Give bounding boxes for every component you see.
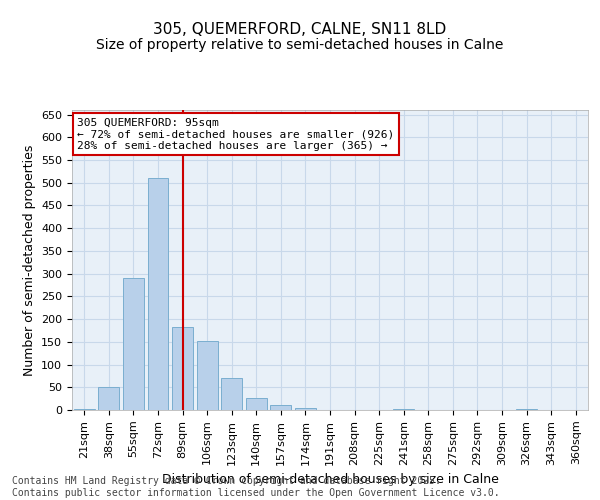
Text: Contains HM Land Registry data © Crown copyright and database right 2025.
Contai: Contains HM Land Registry data © Crown c… — [12, 476, 500, 498]
Bar — [393, 409, 414, 410]
Y-axis label: Number of semi-detached properties: Number of semi-detached properties — [23, 144, 35, 376]
X-axis label: Distribution of semi-detached houses by size in Calne: Distribution of semi-detached houses by … — [161, 473, 499, 486]
Text: Size of property relative to semi-detached houses in Calne: Size of property relative to semi-detach… — [97, 38, 503, 52]
Bar — [221, 378, 242, 410]
Bar — [148, 178, 169, 410]
Text: 305, QUEMERFORD, CALNE, SN11 8LD: 305, QUEMERFORD, CALNE, SN11 8LD — [154, 22, 446, 38]
Bar — [74, 408, 95, 410]
Bar — [172, 328, 193, 410]
Bar — [98, 388, 119, 410]
Text: 305 QUEMERFORD: 95sqm
← 72% of semi-detached houses are smaller (926)
28% of sem: 305 QUEMERFORD: 95sqm ← 72% of semi-deta… — [77, 118, 394, 150]
Bar — [197, 341, 218, 410]
Bar — [123, 278, 144, 410]
Bar — [246, 398, 267, 410]
Bar — [271, 404, 292, 410]
Bar — [295, 408, 316, 410]
Bar — [516, 409, 537, 410]
